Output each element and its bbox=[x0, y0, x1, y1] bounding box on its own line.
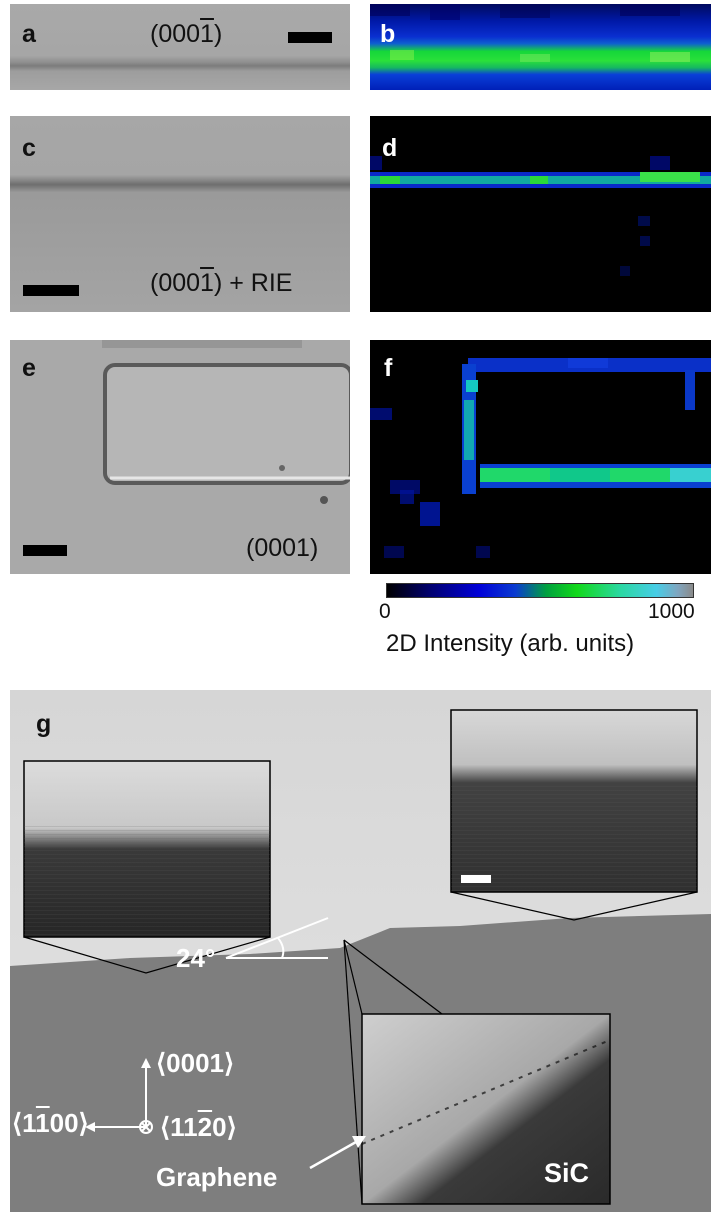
panel-c-face-caption: (0001) + RIE bbox=[150, 269, 293, 297]
panel-e-texture bbox=[102, 340, 350, 504]
panel-a-optical-image: a (0001) bbox=[10, 4, 350, 90]
angle-label: 24° bbox=[176, 943, 216, 973]
panel-g-label: g bbox=[36, 710, 52, 738]
colorbar-max-tick: 1000 bbox=[648, 600, 695, 623]
panel-e-label: e bbox=[22, 354, 36, 382]
panel-d-label: d bbox=[382, 134, 398, 162]
panel-b-raman-map: b bbox=[370, 4, 711, 90]
panel-c-scale-bar bbox=[23, 285, 79, 296]
panel-c-label: c bbox=[22, 134, 36, 162]
panel-e-face-caption: (0001) bbox=[246, 534, 319, 562]
panel-a-face-caption: (0001) bbox=[150, 20, 223, 48]
panel-d-texture bbox=[370, 156, 711, 276]
panel-e-scale-bar bbox=[23, 545, 67, 556]
panel-a-scale-bar bbox=[288, 32, 332, 43]
panel-g-drawing bbox=[10, 690, 711, 1212]
panel-f-label: f bbox=[384, 354, 393, 382]
graphene-label: Graphene bbox=[156, 1162, 278, 1192]
colorbar-title: 2D Intensity (arb. units) bbox=[386, 630, 635, 657]
intensity-colorbar bbox=[386, 583, 694, 598]
panel-e-optical-image: e (0001) bbox=[10, 340, 350, 574]
direction-1-100-label: ⟨1100⟩ bbox=[12, 1108, 89, 1138]
panel-g-scale-bar bbox=[461, 875, 491, 883]
direction-11-20-label: ⟨1120⟩ bbox=[160, 1112, 237, 1142]
panel-b-label: b bbox=[380, 20, 396, 48]
panel-a-label: a bbox=[22, 20, 36, 48]
sic-label: SiC bbox=[544, 1158, 590, 1188]
colorbar-min-tick: 0 bbox=[379, 600, 391, 623]
panel-f-texture bbox=[370, 358, 711, 558]
panel-c-optical-image: c (0001) + RIE bbox=[10, 116, 350, 312]
panel-f-raman-map: f bbox=[370, 340, 711, 574]
direction-0001-label: ⟨0001⟩ bbox=[156, 1048, 235, 1078]
panel-g-tem-image: g 24° ⟨0001⟩ ⟨1100⟩ ⟨1120⟩ Graphene SiC bbox=[10, 690, 711, 1212]
panel-b-texture bbox=[370, 4, 690, 62]
panel-d-raman-map: d bbox=[370, 116, 711, 312]
